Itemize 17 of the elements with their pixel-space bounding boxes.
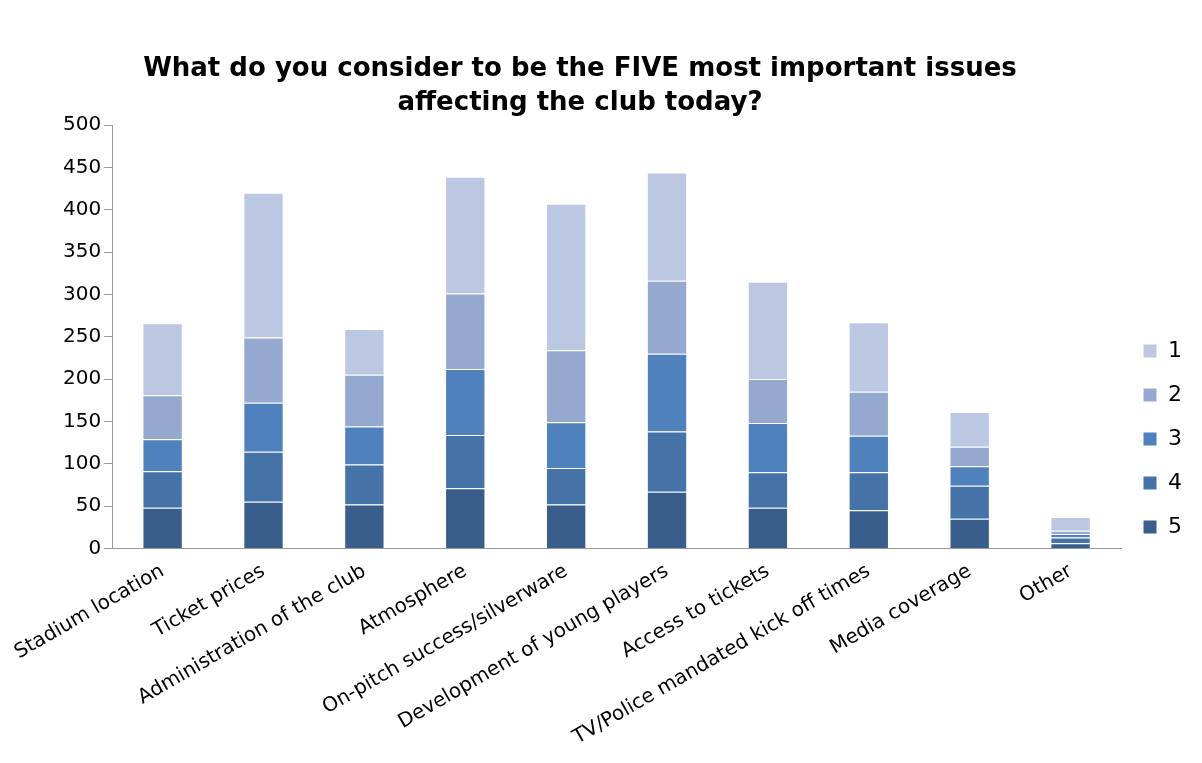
y-tick-label: 0: [88, 534, 102, 559]
y-tick-label: 250: [62, 322, 102, 347]
legend-label: 3: [1168, 424, 1182, 450]
y-tick-label: 500: [62, 111, 102, 136]
legend-label: 1: [1168, 336, 1182, 362]
y-tick-label: 400: [62, 195, 102, 220]
y-tick-label: 150: [62, 407, 102, 432]
y-tick-label: 200: [62, 365, 102, 390]
y-tick-label: 300: [62, 280, 102, 305]
y-tick-label: 100: [62, 449, 102, 474]
legend-label: 5: [1168, 512, 1182, 538]
chart-title: What do you consider to be the FIVE most important issues affecting the club today?: [142, 51, 1018, 118]
y-tick-label: 450: [62, 153, 102, 178]
y-tick-label: 50: [75, 492, 102, 517]
legend-label: 2: [1168, 380, 1182, 406]
legend-label: 4: [1168, 468, 1182, 494]
y-tick-label: 350: [62, 238, 102, 263]
